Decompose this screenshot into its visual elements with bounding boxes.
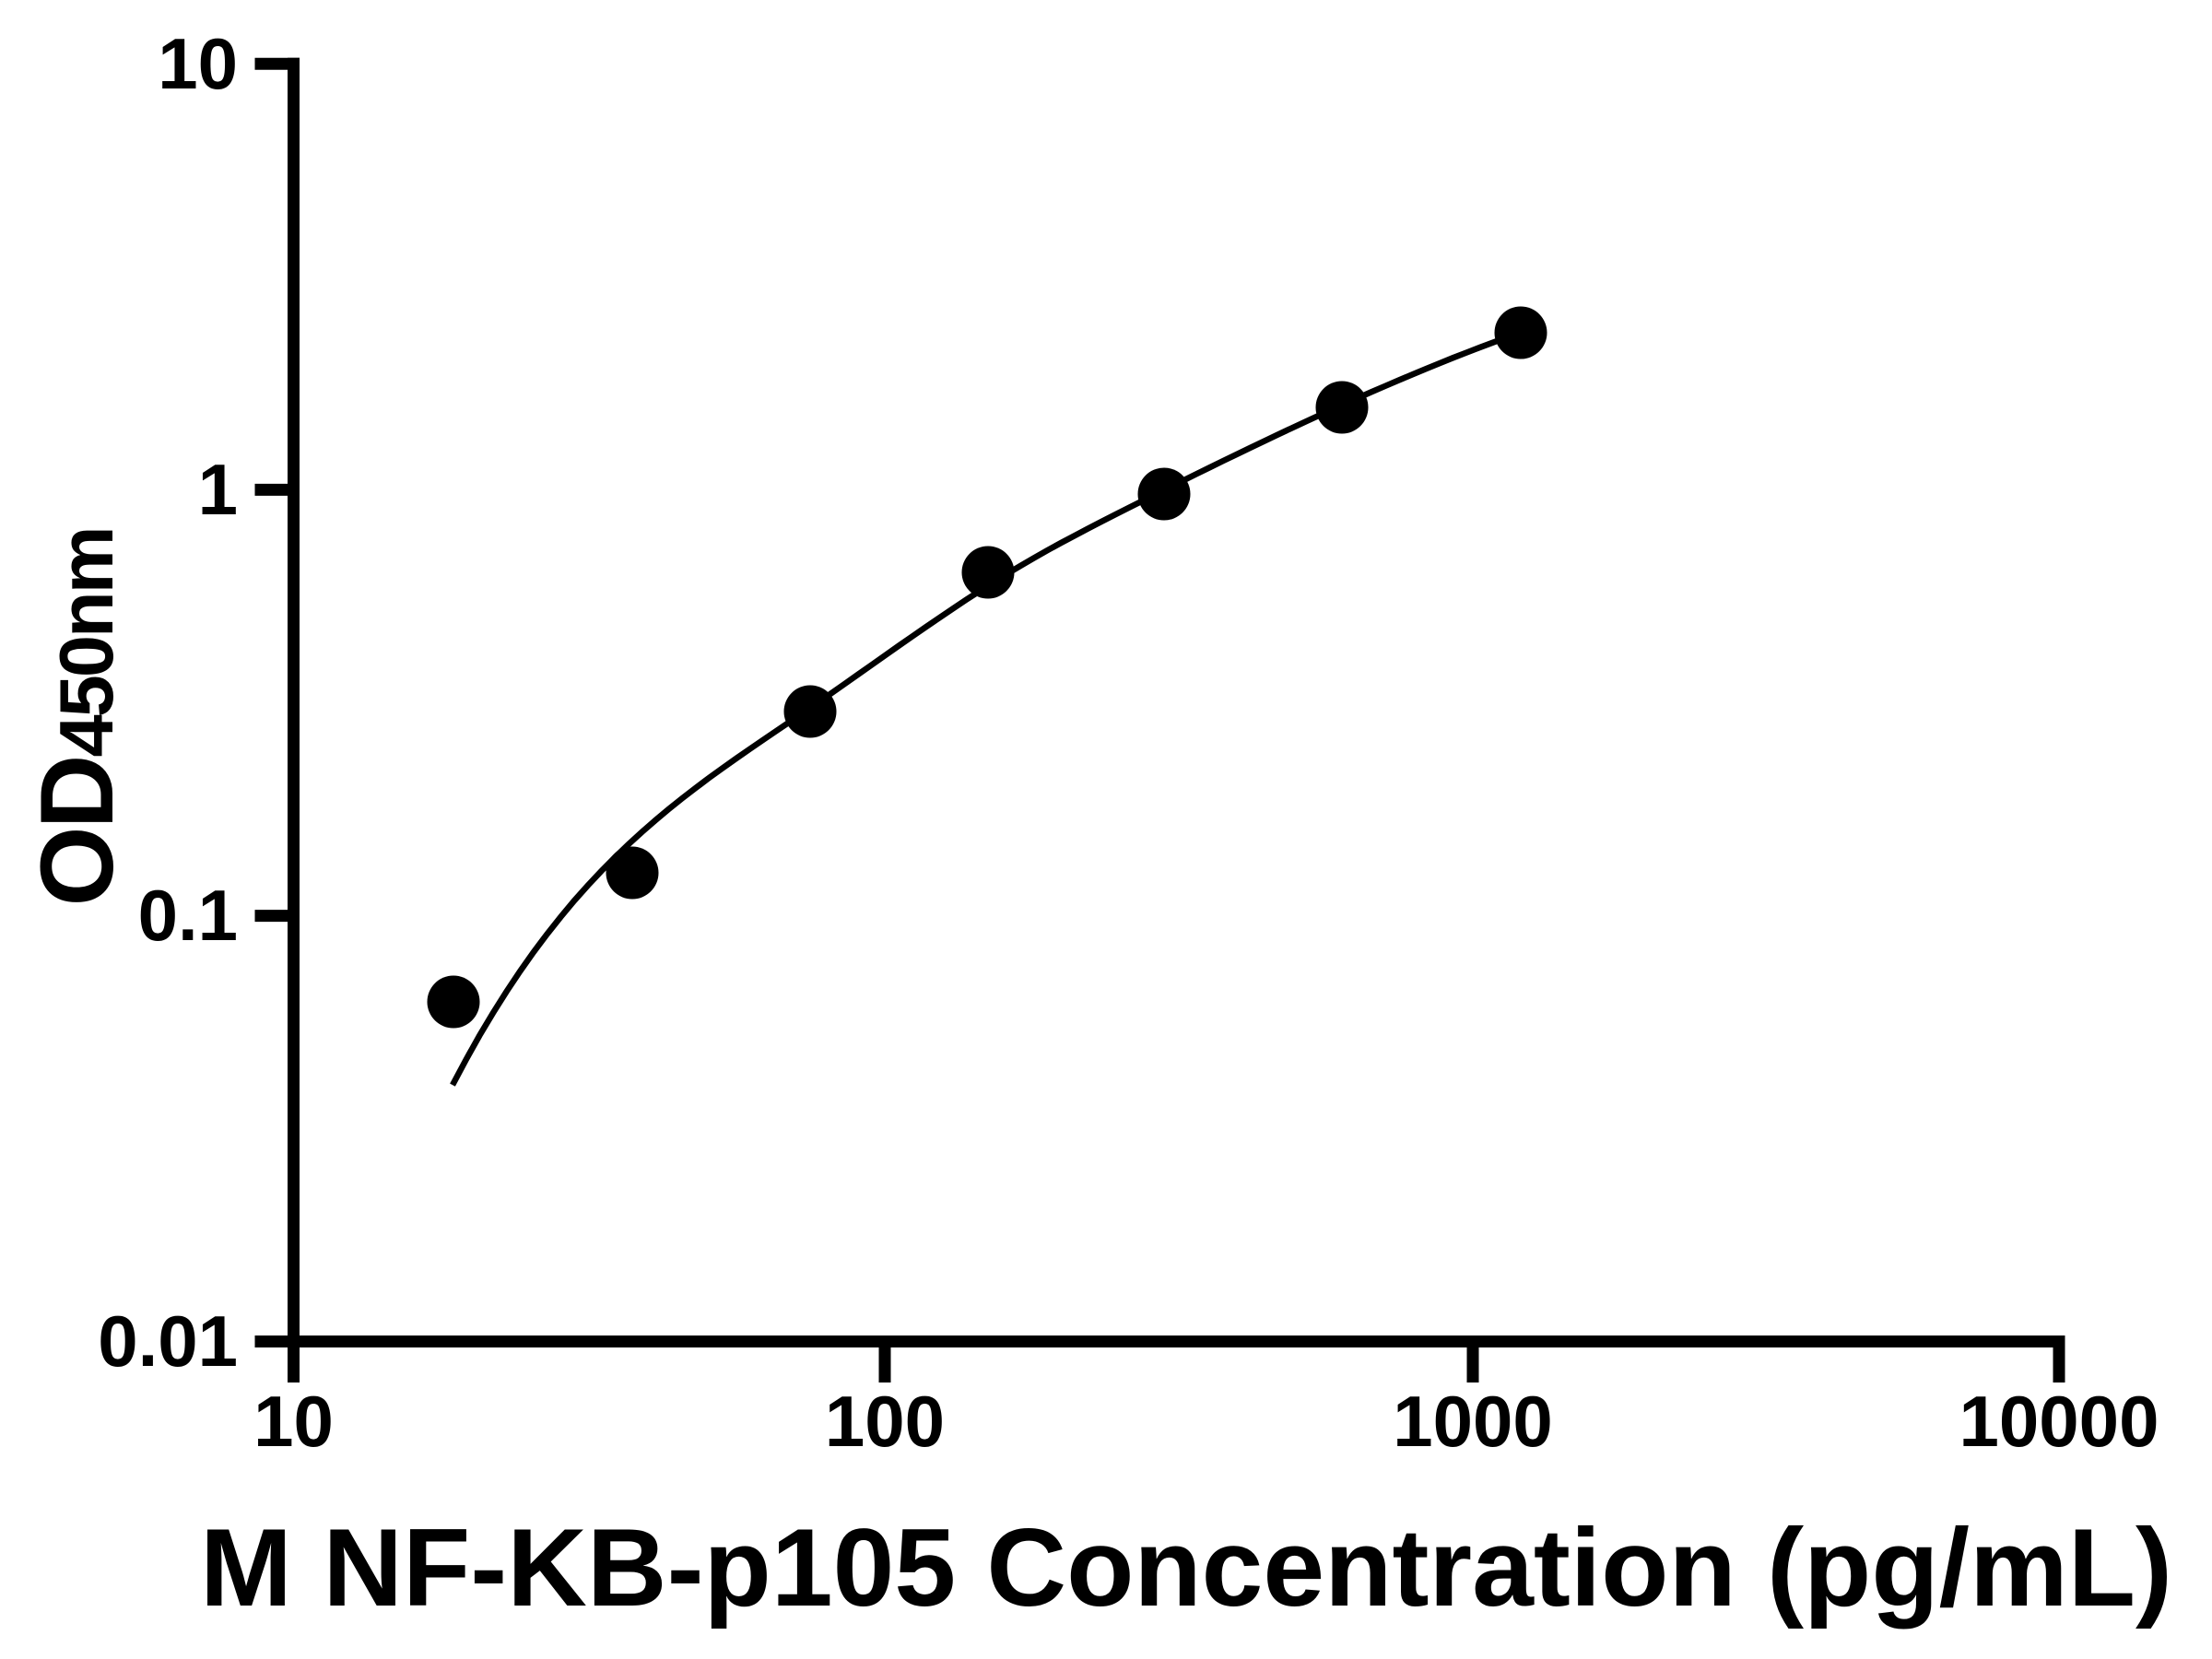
svg-text:0.1: 0.1 [138, 875, 238, 956]
svg-text:0.01: 0.01 [98, 1300, 238, 1382]
svg-text:10000: 10000 [1959, 1381, 2159, 1462]
svg-text:10: 10 [253, 1381, 334, 1462]
svg-text:1: 1 [198, 449, 238, 530]
svg-text:M NF-KB-p105 Concentration (pg: M NF-KB-p105 Concentration (pg/mL) [200, 1506, 2172, 1630]
svg-text:1000: 1000 [1393, 1381, 1553, 1462]
svg-text:10: 10 [158, 23, 238, 104]
svg-text:100: 100 [825, 1381, 945, 1462]
